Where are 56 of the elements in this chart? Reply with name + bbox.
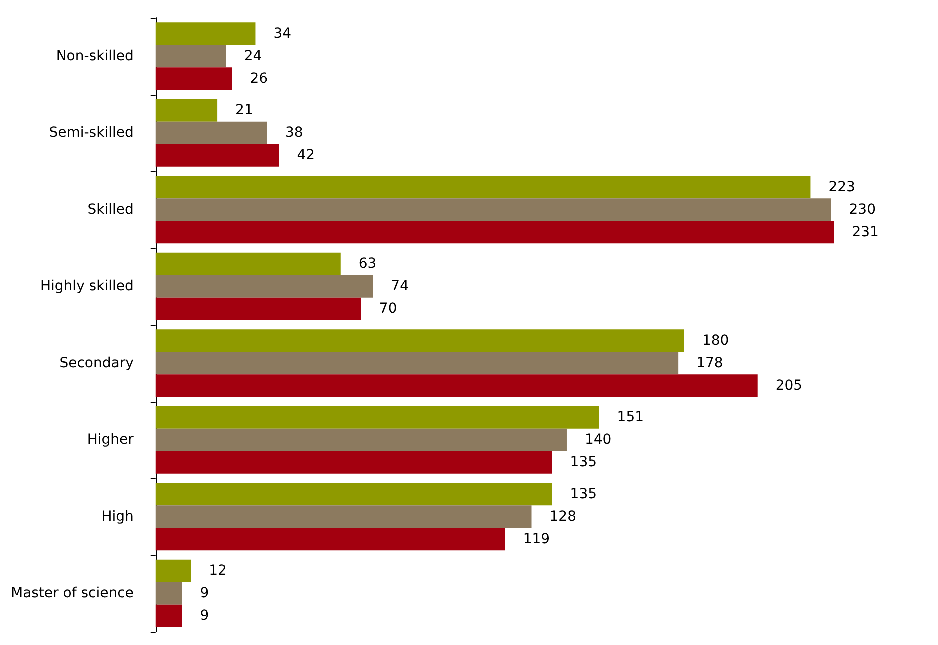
data-label: 24	[244, 48, 262, 64]
bar	[156, 99, 218, 122]
y-tick-label: Semi-skilled	[49, 125, 134, 142]
data-label: 21	[236, 102, 254, 119]
data-label: 34	[274, 26, 292, 42]
data-label: 231	[852, 224, 879, 240]
bar	[156, 406, 600, 429]
bar	[156, 221, 834, 244]
data-label: 119	[523, 531, 550, 548]
bar	[156, 582, 182, 605]
data-label: 9	[200, 608, 210, 624]
y-tick-label: High	[102, 508, 134, 525]
bar	[156, 45, 226, 68]
bar	[156, 528, 506, 551]
data-label: 178	[696, 355, 724, 372]
data-label: 230	[849, 202, 876, 218]
bar	[156, 68, 232, 90]
y-tick-label: Highly skilled	[40, 278, 134, 295]
y-tick-label: Higher	[87, 432, 134, 448]
bar	[156, 483, 552, 506]
y-tick-label: Skilled	[88, 202, 134, 218]
bar	[156, 22, 256, 46]
y-tick-label: Secondary	[60, 355, 134, 372]
data-label: 135	[570, 486, 598, 502]
bar	[156, 252, 341, 276]
bar	[156, 428, 567, 452]
data-label: 135	[570, 454, 598, 471]
data-label: 70	[379, 301, 398, 318]
data-label: 26	[250, 70, 268, 87]
data-label: 180	[702, 332, 730, 349]
bar	[156, 176, 811, 199]
data-label: 151	[617, 410, 644, 426]
data-label: 9	[200, 586, 210, 602]
data-label: 140	[584, 432, 612, 448]
bar	[156, 451, 552, 474]
data-label: 74	[391, 278, 410, 295]
bar	[156, 275, 374, 298]
data-label: 205	[776, 378, 803, 394]
bar	[156, 298, 362, 320]
bar	[156, 352, 679, 375]
data-label: 223	[828, 179, 856, 196]
bar	[156, 144, 280, 167]
data-label: 42	[297, 148, 316, 164]
bar	[156, 122, 268, 144]
bar	[156, 506, 532, 528]
data-label: 38	[285, 125, 304, 142]
bar	[156, 560, 192, 582]
data-label: 63	[358, 256, 377, 272]
bar	[156, 604, 182, 628]
y-tick-label: Master of science	[10, 586, 134, 602]
bar	[156, 330, 684, 352]
y-tick-label: Non-skilled	[56, 48, 134, 64]
data-label: 128	[550, 508, 576, 525]
data-label: 12	[209, 563, 227, 580]
bar	[156, 198, 832, 222]
bar	[156, 374, 758, 398]
